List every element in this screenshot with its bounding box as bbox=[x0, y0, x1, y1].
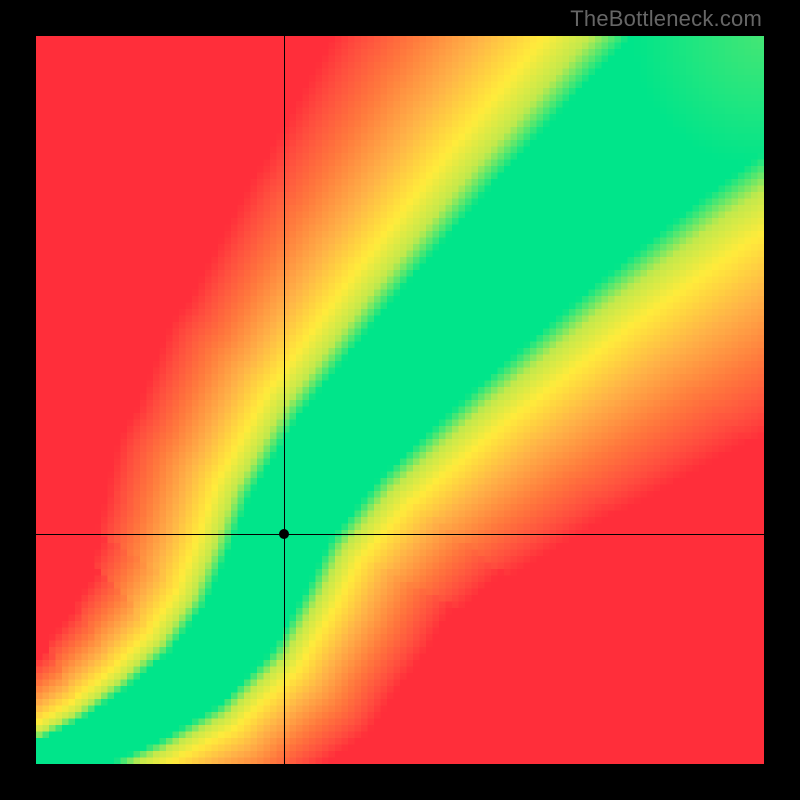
heatmap-plot bbox=[36, 36, 764, 764]
attribution-text: TheBottleneck.com bbox=[570, 6, 762, 32]
selection-marker bbox=[279, 529, 289, 539]
crosshair-vertical bbox=[284, 36, 285, 764]
crosshair-horizontal bbox=[36, 534, 764, 535]
heatmap-canvas bbox=[36, 36, 764, 764]
